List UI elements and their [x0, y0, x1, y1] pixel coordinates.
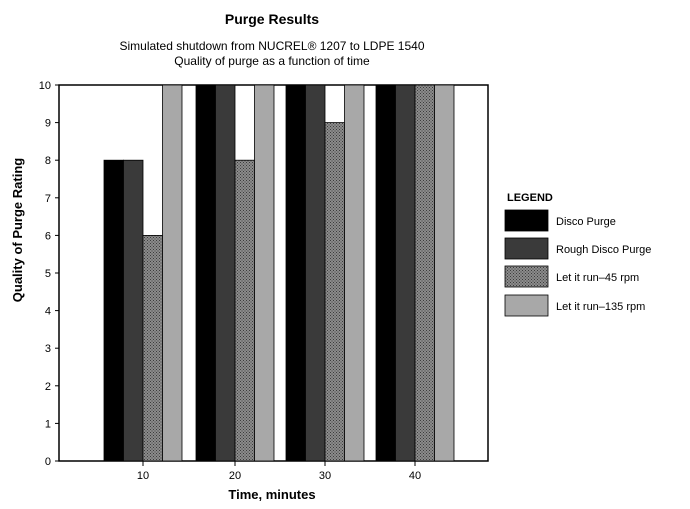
y-axis-label: Quality of Purge Rating: [10, 158, 25, 303]
bar-disco-purge-10: [103, 159, 124, 462]
legend-swatch: [504, 294, 549, 317]
x-tick-label: 20: [229, 470, 241, 482]
y-tick-label: 5: [45, 268, 51, 280]
y-tick-label: 3: [45, 343, 51, 355]
bar-let-it-run-45-rpm-40: [414, 84, 435, 462]
bar-disco-purge-30: [285, 84, 306, 462]
legend-label: Rough Disco Purge: [556, 244, 651, 256]
bar-disco-purge-20: [195, 84, 216, 462]
y-tick-label: 7: [45, 193, 51, 205]
bar-rough-disco-purge-10: [123, 159, 144, 462]
y-tick-label: 1: [45, 418, 51, 430]
legend-swatch: [504, 265, 549, 288]
bar-let-it-run-45-rpm-20: [234, 159, 255, 462]
chart-title: Purge Results: [225, 11, 319, 27]
legend-label: Disco Purge: [556, 216, 616, 228]
x-axis-label: Time, minutes: [228, 487, 315, 502]
y-tick-label: 8: [45, 155, 51, 167]
bar-let-it-run-135-rpm-20: [254, 84, 275, 462]
bar-rough-disco-purge-30: [305, 84, 326, 462]
legend-label: Let it run–45 rpm: [556, 272, 639, 284]
y-tick-label: 6: [45, 230, 51, 242]
y-tick-label: 9: [45, 118, 51, 130]
legend-label: Let it run–135 rpm: [556, 301, 645, 313]
legend-swatch: [504, 209, 549, 232]
legend-swatch: [504, 237, 549, 260]
chart-subtitle-line-2: Quality of purge as a function of time: [174, 54, 370, 68]
bar-let-it-run-135-rpm-40: [434, 84, 455, 462]
bar-rough-disco-purge-20: [215, 84, 236, 462]
y-tick-label: 0: [45, 456, 51, 468]
bar-disco-purge-40: [375, 84, 396, 462]
x-tick-label: 30: [319, 470, 331, 482]
y-tick-label: 2: [45, 381, 51, 393]
chart-subtitle-line-1: Simulated shutdown from NUCREL® 1207 to …: [120, 39, 425, 53]
legend: Disco Purge Rough Disco Purge Let it run–4…: [504, 209, 651, 317]
bar-let-it-run-45-rpm-10: [142, 234, 163, 462]
bar-rough-disco-purge-40: [395, 84, 416, 462]
x-tick-label: 10: [137, 470, 149, 482]
y-tick-label: 10: [39, 80, 51, 92]
legend-heading: LEGEND: [507, 192, 553, 204]
plot-area: 0 1 2 3 4 5 6 7 8 9 10 10 20 30 40: [39, 80, 489, 482]
bar-let-it-run-135-rpm-10: [162, 84, 183, 462]
bar-let-it-run-135-rpm-30: [344, 84, 365, 462]
x-tick-label: 40: [409, 470, 421, 482]
bar-let-it-run-45-rpm-30: [324, 122, 345, 462]
y-tick-label: 4: [45, 306, 51, 318]
